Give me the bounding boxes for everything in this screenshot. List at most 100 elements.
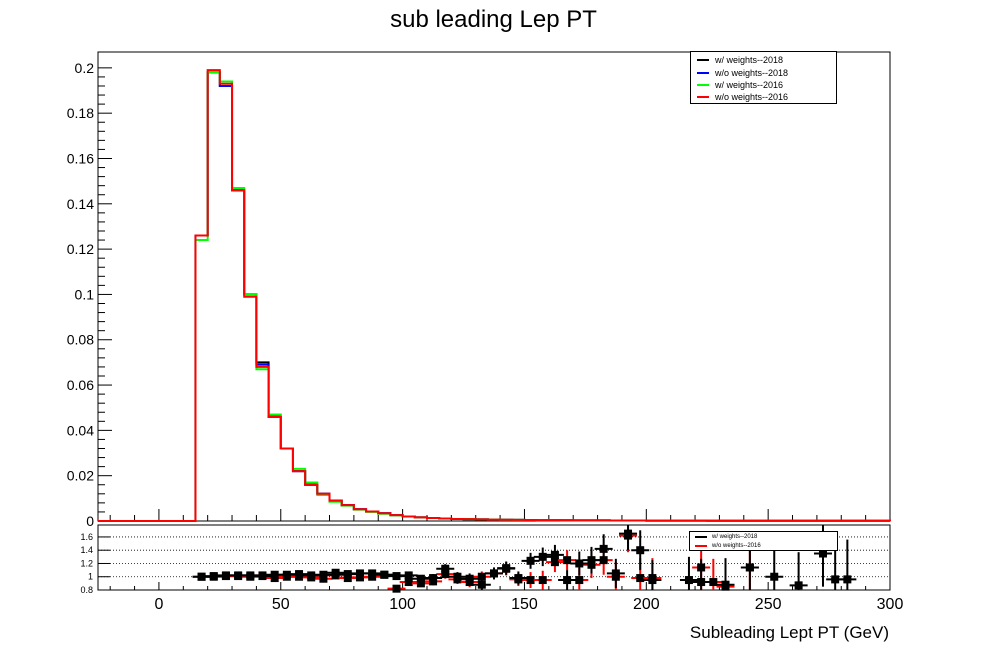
ratio-marker: [611, 569, 620, 578]
upper-pad-frame: [97, 51, 891, 522]
ratio-y-tick-label: 1.4: [80, 545, 93, 555]
x-axis: 0 50 100 150 200 250 300: [109, 509, 904, 613]
x-tick-label: 150: [511, 596, 538, 613]
ratio-marker: [404, 578, 413, 587]
ratio-marker: [538, 552, 547, 561]
ratio-marker: [209, 572, 218, 581]
y-tick-label: 0.1: [75, 286, 95, 302]
legend-entry: w/ weights--2018: [697, 53, 783, 66]
ratio-marker: [380, 570, 389, 579]
ratio-marker: [636, 546, 645, 555]
ratio-marker: [818, 549, 827, 558]
legend-main: w/ weights--2018 w/o weights--2018 w/ we…: [690, 51, 837, 104]
ratio-y-axis: 0.8 1 1.2 1.4 1.6: [80, 532, 110, 595]
y-tick-label: 0: [86, 513, 94, 529]
y-tick-label: 0.14: [67, 196, 94, 212]
ratio-marker: [453, 572, 462, 581]
x-axis-label: Subleading Lept PT (GeV): [689, 623, 889, 642]
ratio-marker: [270, 570, 279, 579]
legend-label: w/ weights--2018: [715, 54, 784, 65]
ratio-marker: [234, 571, 243, 580]
ratio-marker: [636, 574, 645, 583]
y-tick-label: 0.18: [67, 105, 94, 121]
x-tick-label: 200: [633, 596, 660, 613]
histogram-line: [98, 69, 891, 522]
ratio-points: [192, 525, 857, 593]
histogram-line: [98, 71, 891, 522]
ratio-marker: [477, 572, 486, 581]
ratio-marker: [246, 571, 255, 580]
ratio-marker: [355, 569, 364, 578]
ratio-marker: [684, 576, 693, 585]
histogram-line: [98, 71, 891, 522]
ratio-marker: [624, 529, 633, 538]
ratio-marker: [392, 584, 401, 593]
legend-swatch: [695, 544, 707, 547]
ratio-marker: [831, 575, 840, 584]
ratio-marker: [441, 570, 450, 579]
ratio-marker: [404, 571, 413, 580]
legend-swatch: [697, 95, 709, 98]
ratio-marker: [563, 576, 572, 585]
ratio-marker: [465, 574, 474, 583]
ratio-marker: [745, 563, 754, 572]
x-tick-label: 250: [755, 596, 782, 613]
ratio-marker: [843, 575, 852, 584]
ratio-y-tick-label: 1.6: [80, 532, 93, 542]
ratio-marker: [392, 572, 401, 581]
ratio-marker: [575, 559, 584, 568]
ratio-marker: [770, 572, 779, 581]
ratio-marker: [197, 572, 206, 581]
x-tick-label: 50: [272, 596, 290, 613]
legend-label: w/o weights--2016: [712, 542, 761, 549]
x-tick-label: 300: [877, 596, 904, 613]
ratio-marker: [319, 570, 328, 579]
y-tick-label: 0.02: [67, 468, 94, 484]
ratio-marker: [282, 570, 291, 579]
ratio-marker: [538, 576, 547, 585]
legend-swatch: [697, 71, 709, 74]
ratio-marker: [721, 580, 730, 589]
ratio-marker: [490, 569, 498, 578]
x-tick-label: 100: [389, 596, 416, 613]
ratio-marker: [295, 570, 304, 579]
legend-swatch: [697, 58, 709, 61]
ratio-marker: [514, 574, 523, 583]
ratio-marker: [526, 576, 535, 585]
legend-entry: w/o weights--2018: [697, 66, 788, 79]
ratio-marker: [550, 550, 559, 559]
y-tick-label: 0.06: [67, 377, 94, 393]
ratio-marker: [307, 571, 316, 580]
ratio-y-tick-label: 1: [88, 572, 93, 582]
ratio-marker: [368, 569, 377, 578]
y-tick-label: 0.2: [75, 60, 95, 76]
chart-title: sub leading Lep PT: [390, 6, 597, 33]
ratio-marker: [697, 578, 706, 587]
ratio-marker: [599, 544, 608, 553]
ratio-marker: [575, 576, 584, 585]
histogram-series: [98, 69, 891, 522]
ratio-marker: [794, 581, 803, 590]
lower-pad-frame: [97, 524, 891, 591]
ratio-marker: [477, 580, 486, 589]
legend-label: w/o weights--2016: [715, 91, 789, 102]
y-tick-label: 0.08: [67, 332, 94, 348]
legend-swatch: [697, 83, 709, 86]
ratio-marker: [709, 578, 718, 587]
ratio-marker: [429, 574, 438, 583]
y-tick-label: 0.04: [67, 422, 94, 438]
ratio-marker: [416, 579, 425, 588]
legend-label: w/o weights--2018: [715, 67, 789, 78]
legend-entry: w/o weights--2016: [695, 541, 761, 550]
legend-label: w/ weights--2018: [712, 533, 758, 540]
y-tick-label: 0.12: [67, 241, 94, 257]
ratio-y-tick-label: 1.2: [80, 558, 93, 568]
ratio-marker: [331, 568, 340, 577]
ratio-marker: [221, 571, 230, 580]
legend-entry: w/ weights--2016: [697, 78, 783, 91]
histogram-line: [98, 71, 891, 522]
ratio-marker: [258, 572, 267, 581]
x-tick-label: 0: [154, 596, 163, 613]
legend-label: w/ weights--2016: [715, 79, 784, 90]
